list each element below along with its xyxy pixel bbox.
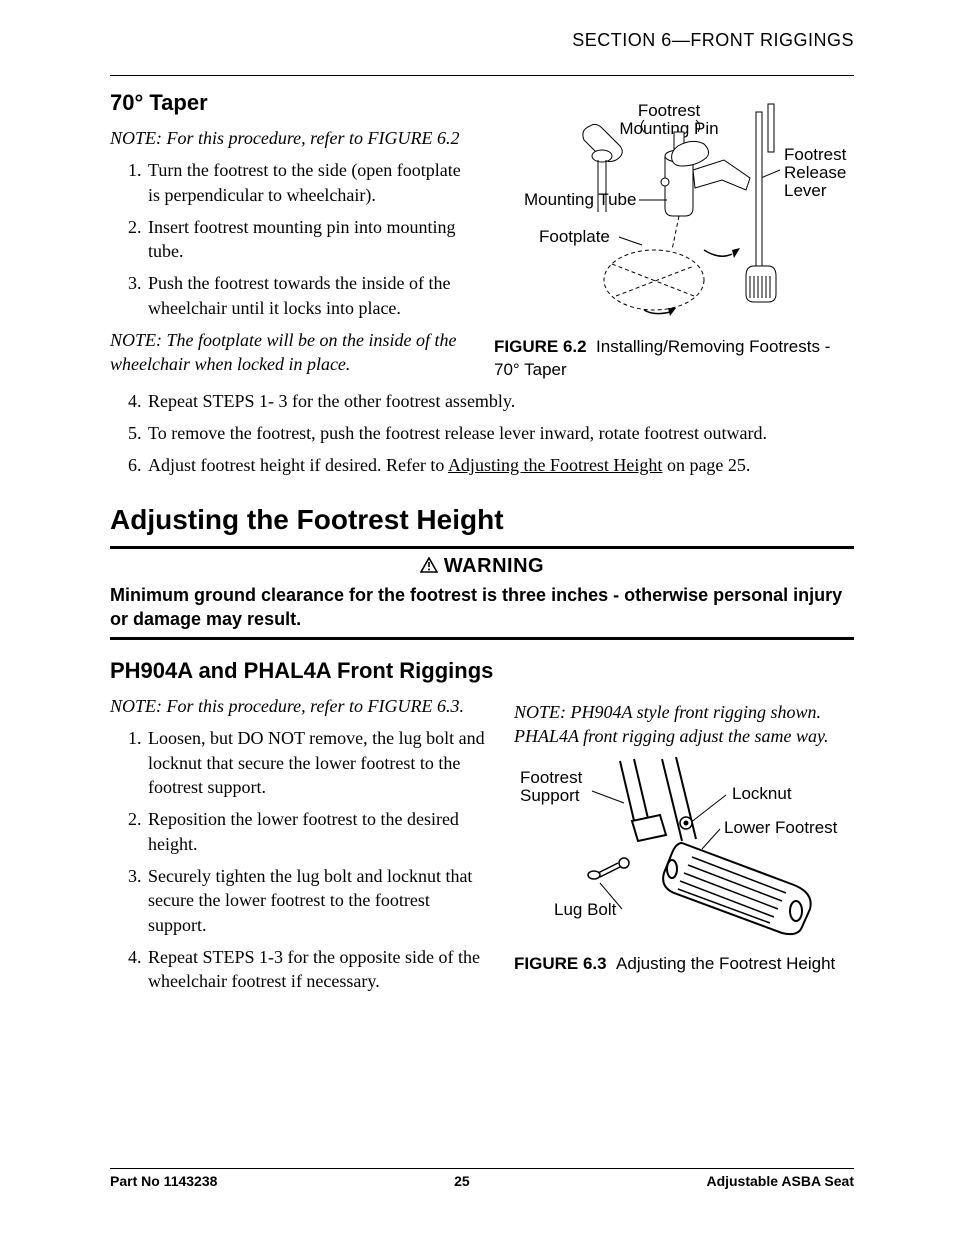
svg-text:Footplate: Footplate — [539, 227, 610, 246]
svg-text:Mounting Tube: Mounting Tube — [524, 190, 636, 209]
taper-note-2: NOTE: The footplate will be on the insid… — [110, 328, 466, 377]
svg-text:Lever: Lever — [784, 181, 827, 200]
header-rule — [110, 75, 854, 76]
svg-text:Footrest: Footrest — [638, 101, 701, 120]
xref-adjust-footrest-height[interactable]: Adjusting the Footrest Height — [448, 455, 663, 475]
svg-text:Lug Bolt: Lug Bolt — [554, 900, 617, 919]
adjust-step: Reposition the lower footrest to the des… — [146, 807, 486, 856]
footer-page-number: 25 — [454, 1173, 470, 1189]
adjust-step: Securely tighten the lug bolt and locknu… — [146, 864, 486, 937]
taper-steps-a: Turn the footrest to the side (open foot… — [110, 158, 466, 320]
warning-text: Minimum ground clearance for the footres… — [110, 583, 854, 632]
figure-6-3-text: Adjusting the Footrest Height — [616, 954, 835, 973]
svg-text:Mounting Pin: Mounting Pin — [619, 119, 718, 138]
warning-heading: WARNING — [110, 555, 854, 579]
figure-6-2-label: FIGURE 6.2 — [494, 337, 587, 356]
taper-left-column: 70° Taper NOTE: For this procedure, refe… — [110, 90, 466, 385]
figure-6-2-column: Footrest Mounting Pin Mounting Tube Foot… — [494, 90, 854, 382]
page-footer: Part No 1143238 25 Adjustable ASBA Seat — [110, 1168, 854, 1189]
figure-6-2-caption: FIGURE 6.2 Installing/Removing Footrests… — [494, 336, 854, 382]
warning-heading-text: WARNING — [444, 555, 544, 577]
taper-steps-b: Repeat STEPS 1- 3 for the other footrest… — [110, 389, 854, 478]
svg-text:Footrest: Footrest — [784, 145, 847, 164]
taper-step: Repeat STEPS 1- 3 for the other footrest… — [146, 389, 854, 413]
adjust-step: Loosen, but DO NOT remove, the lug bolt … — [146, 726, 486, 799]
footer-part-no: Part No 1143238 — [110, 1173, 217, 1189]
rule-above-warning — [110, 546, 854, 549]
taper-step: To remove the footrest, push the footres… — [146, 421, 854, 445]
taper-step: Push the footrest towards the inside of … — [146, 271, 466, 320]
taper-step-6-tail: on page 25. — [662, 455, 750, 475]
figure-6-2-diagram: Footrest Mounting Pin Mounting Tube Foot… — [494, 90, 854, 330]
warning-block: WARNING Minimum ground clearance for the… — [110, 555, 854, 632]
section-header: SECTION 6—FRONT RIGGINGS — [110, 30, 854, 57]
svg-text:Release: Release — [784, 163, 846, 182]
footer-rule — [110, 1168, 854, 1169]
svg-text:Footrest: Footrest — [520, 768, 583, 787]
svg-text:Lower Footrest: Lower Footrest — [724, 818, 838, 837]
warning-triangle-icon — [420, 556, 438, 579]
footer-title: Adjustable ASBA Seat — [706, 1173, 854, 1189]
adjust-note-left: NOTE: For this procedure, refer to FIGUR… — [110, 694, 486, 718]
taper-note-1: NOTE: For this procedure, refer to FIGUR… — [110, 126, 466, 150]
taper-step-6-lead: Adjust footrest height if desired. Refer… — [148, 455, 448, 475]
riggings-subhead: PH904A and PHAL4A Front Riggings — [110, 658, 854, 684]
taper-step: Insert footrest mounting pin into mounti… — [146, 215, 466, 264]
adjust-steps: Loosen, but DO NOT remove, the lug bolt … — [110, 726, 486, 993]
taper-step: Adjust footrest height if desired. Refer… — [146, 453, 854, 477]
taper-step: Turn the footrest to the side (open foot… — [146, 158, 466, 207]
adjust-left-column: NOTE: For this procedure, refer to FIGUR… — [110, 694, 486, 1001]
svg-text:Support: Support — [520, 786, 580, 805]
adjust-right-column: NOTE: PH904A style front rigging shown. … — [514, 694, 854, 976]
taper-heading: 70° Taper — [110, 90, 466, 116]
adjust-note-right: NOTE: PH904A style front rigging shown. … — [514, 700, 854, 749]
adjust-step: Repeat STEPS 1-3 for the opposite side o… — [146, 945, 486, 994]
adjust-heading: Adjusting the Footrest Height — [110, 504, 854, 536]
svg-text:Locknut: Locknut — [732, 784, 792, 803]
figure-6-3-label: FIGURE 6.3 — [514, 954, 607, 973]
figure-6-3-diagram: Footrest Support Locknut Lower Footrest … — [514, 757, 854, 947]
figure-6-3-caption: FIGURE 6.3 Adjusting the Footrest Height — [514, 953, 854, 976]
